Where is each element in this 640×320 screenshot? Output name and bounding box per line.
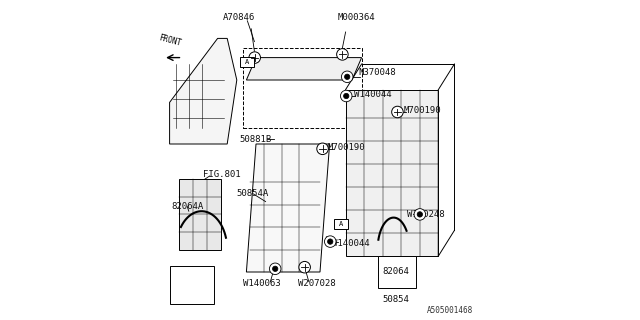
Text: 50854A: 50854A	[237, 189, 269, 198]
Bar	[334, 219, 348, 229]
Text: A: A	[339, 221, 343, 227]
Text: M000364: M000364	[338, 13, 375, 22]
Circle shape	[324, 236, 336, 247]
Text: W140044: W140044	[333, 239, 370, 248]
Bar	[241, 58, 254, 67]
Bar	[378, 256, 416, 288]
Text: A70846: A70846	[223, 13, 255, 22]
Polygon shape	[246, 58, 362, 80]
Polygon shape	[179, 179, 221, 250]
Text: FRONT: FRONT	[157, 33, 182, 48]
Circle shape	[269, 263, 281, 275]
Text: W130248: W130248	[408, 210, 445, 219]
Text: W140063: W140063	[243, 279, 281, 288]
Text: FIG.801: FIG.801	[204, 170, 241, 179]
Circle shape	[299, 261, 310, 273]
Circle shape	[342, 71, 353, 83]
Bar	[170, 266, 214, 304]
Text: M700190: M700190	[403, 106, 441, 115]
Circle shape	[417, 212, 422, 217]
Polygon shape	[346, 90, 438, 256]
Circle shape	[340, 90, 352, 102]
Polygon shape	[246, 144, 330, 272]
Circle shape	[344, 93, 349, 99]
Circle shape	[344, 74, 350, 79]
Circle shape	[273, 266, 278, 271]
Bar	[243, 48, 362, 128]
Text: N370048: N370048	[358, 68, 396, 76]
Polygon shape	[170, 38, 237, 144]
Circle shape	[328, 239, 333, 244]
Text: 82064A: 82064A	[172, 202, 204, 211]
Circle shape	[392, 106, 403, 118]
Text: A: A	[245, 60, 250, 65]
Text: 50854: 50854	[383, 295, 409, 304]
Circle shape	[414, 209, 426, 220]
Text: W140044: W140044	[354, 90, 392, 99]
Text: 50881B: 50881B	[239, 135, 271, 144]
Text: 82064: 82064	[383, 268, 409, 276]
Circle shape	[249, 52, 260, 63]
Text: M700190: M700190	[328, 143, 365, 152]
Text: W207028: W207028	[298, 279, 335, 288]
Circle shape	[337, 49, 348, 60]
Circle shape	[317, 143, 328, 155]
Text: A505001468: A505001468	[428, 306, 474, 315]
